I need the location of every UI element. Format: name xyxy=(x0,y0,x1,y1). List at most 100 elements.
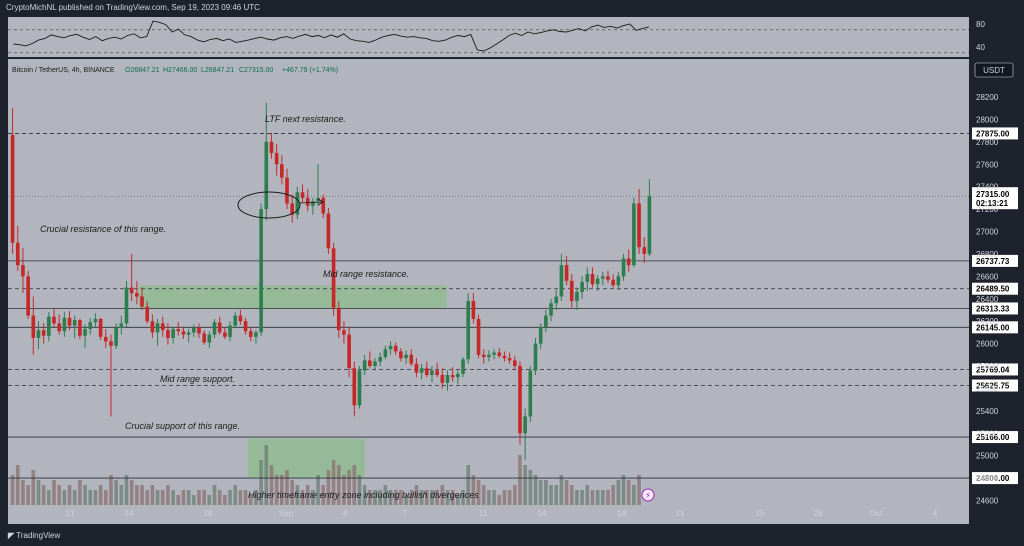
candle-body xyxy=(316,197,320,202)
volume-bar xyxy=(637,475,641,505)
volume-bar xyxy=(399,490,403,505)
level-price-tag xyxy=(972,254,1018,267)
candle-body xyxy=(155,323,160,333)
chart-canvas[interactable]: 80 40 27875.00 26737.73 26489.50 26313.33 261… xyxy=(0,16,1024,525)
svg-text:⚡: ⚡ xyxy=(645,491,651,500)
candle-body xyxy=(98,318,103,337)
candle-body xyxy=(67,317,72,326)
price-tick-label: 26600 xyxy=(976,272,999,281)
candle-body xyxy=(606,276,610,280)
candle-body xyxy=(362,360,367,371)
candle-body xyxy=(637,203,641,248)
volume-bar xyxy=(419,490,424,505)
candle-body xyxy=(621,258,626,277)
candle-body xyxy=(466,300,471,360)
level-price-tag xyxy=(972,302,1018,315)
volume-bar xyxy=(88,490,93,505)
level-price-label: 25625.75 xyxy=(976,382,1010,391)
candle-body xyxy=(559,265,564,297)
candle-body xyxy=(647,196,652,254)
volume-bar xyxy=(181,490,186,505)
volume-bar xyxy=(357,475,362,505)
volume-bar xyxy=(585,485,590,505)
price-tick-label: 27400 xyxy=(976,183,999,192)
candle-body xyxy=(595,278,600,285)
time-tick-label: Sep xyxy=(279,509,294,518)
volume-bar xyxy=(57,485,61,505)
current-price-tag xyxy=(972,187,1018,210)
volume-bar xyxy=(575,490,579,505)
volume-bar xyxy=(119,485,124,505)
candle-body xyxy=(528,370,533,417)
volume-bar xyxy=(248,495,253,505)
volume-bar xyxy=(135,485,139,505)
candle-body xyxy=(21,265,25,277)
candle-body xyxy=(533,343,538,371)
volume-bar xyxy=(606,490,610,505)
volume-bar xyxy=(176,495,181,505)
candle-body xyxy=(103,336,108,342)
volume-bar xyxy=(512,485,517,505)
candle-body xyxy=(223,332,227,337)
price-tick-label: 27200 xyxy=(976,205,999,214)
volume-bar xyxy=(10,475,15,505)
annotation-text: Crucial resistance of this range. xyxy=(40,224,166,234)
volume-bar xyxy=(191,495,196,505)
candle-body xyxy=(512,360,517,366)
candle-body xyxy=(243,321,248,332)
candle-body xyxy=(207,334,212,343)
candle-body xyxy=(368,360,372,366)
oscillator-layer: 80 40 xyxy=(8,20,985,54)
candle-body xyxy=(248,331,253,337)
volume-bar xyxy=(238,490,243,505)
candle-body xyxy=(10,135,15,243)
volume-bar xyxy=(129,480,134,505)
volume-bar xyxy=(160,490,165,505)
time-axis-pane xyxy=(8,505,969,524)
volume-bar xyxy=(342,475,346,505)
volume-bar xyxy=(305,485,310,505)
candle-body xyxy=(140,296,144,307)
volume-bar xyxy=(533,475,538,505)
footer-brand[interactable]: TradingView xyxy=(16,531,61,540)
volume-bar xyxy=(336,465,341,505)
price-tick-label: 27000 xyxy=(976,228,999,237)
currency-button-label[interactable]: USDT xyxy=(983,66,1005,75)
candle-body xyxy=(461,359,465,374)
candle-body xyxy=(601,276,605,279)
candle-body xyxy=(233,315,238,326)
volume-bar xyxy=(150,485,155,505)
currency-button[interactable]: USDT xyxy=(974,62,1014,78)
level-price-tag xyxy=(972,321,1018,334)
legend-close: C27315.00 xyxy=(239,67,273,74)
candle-body xyxy=(280,164,284,178)
tradingview-logo-icon[interactable]: ◤ xyxy=(8,531,15,540)
volume-bar xyxy=(549,485,553,505)
volume-bar xyxy=(611,485,615,505)
alert-badge-icon[interactable]: ⚡ xyxy=(641,488,655,502)
volume-bar xyxy=(404,495,408,505)
volume-bar xyxy=(378,490,382,505)
candle-body xyxy=(523,416,527,434)
candle-body xyxy=(331,248,336,308)
volume-bar xyxy=(207,495,212,505)
time-tick-label: 25 xyxy=(756,509,765,518)
volume-bar xyxy=(538,480,543,505)
candle-body xyxy=(616,276,621,286)
volume-bar xyxy=(528,470,533,505)
volume-bar xyxy=(280,475,284,505)
candle-body xyxy=(26,276,30,316)
time-tick-label: 4 xyxy=(933,509,938,518)
volume-bar xyxy=(202,490,206,505)
oscillator-tick-label: 40 xyxy=(976,43,985,52)
candle-body xyxy=(109,341,113,346)
candle-body xyxy=(497,352,502,356)
candle-body xyxy=(181,331,186,335)
volume-bar xyxy=(331,460,336,505)
candle-body xyxy=(124,287,129,324)
annotations-layer: LTF next resistance. Crucial resistance o… xyxy=(40,114,479,500)
price-tick-label: 28000 xyxy=(976,115,999,124)
candle-body xyxy=(202,333,206,343)
candle-body xyxy=(47,316,51,336)
volume-bar xyxy=(47,490,51,505)
